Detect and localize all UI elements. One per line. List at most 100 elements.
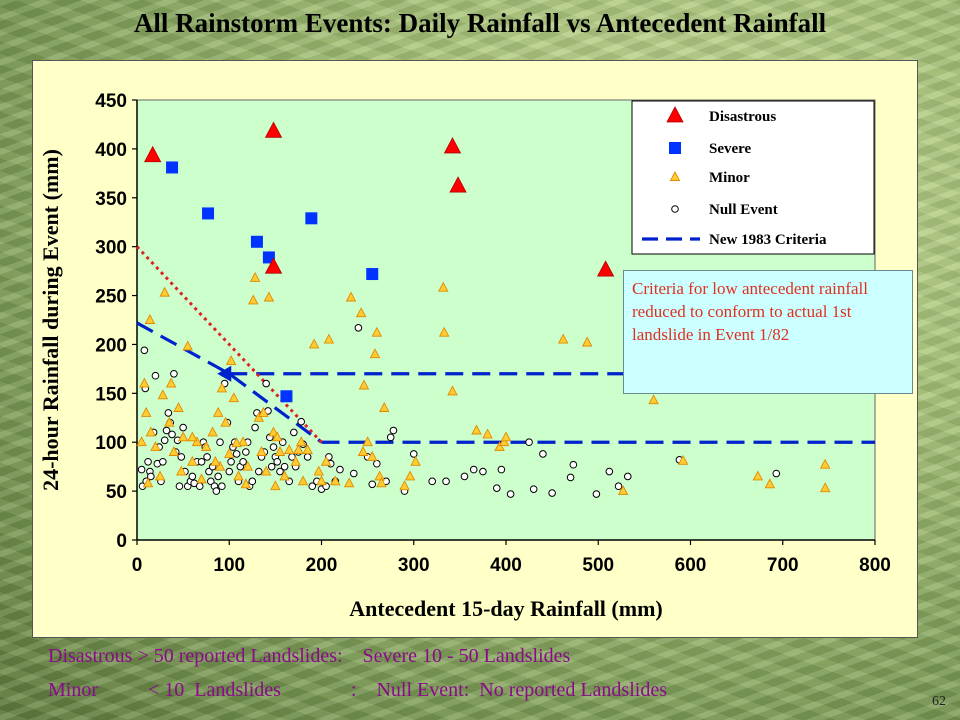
minor-marker (399, 480, 410, 491)
y-tick-label: 0 (116, 531, 127, 552)
x-tick-label: 800 (859, 555, 891, 576)
minor-marker (366, 450, 378, 461)
minor-marker (297, 475, 309, 486)
null-event-marker (605, 467, 614, 476)
null-event-marker (492, 484, 501, 492)
minor-marker (268, 426, 279, 437)
minor-marker (150, 441, 161, 452)
minor-marker (498, 436, 510, 447)
minor-marker (145, 426, 157, 437)
minor-marker (210, 455, 221, 466)
severe-marker (366, 268, 379, 281)
minor-marker (258, 406, 269, 417)
minor-marker (228, 392, 240, 403)
x-tick-label: 100 (213, 555, 245, 576)
minor-marker (224, 447, 235, 458)
minor-marker (764, 478, 776, 489)
minor-marker (819, 482, 831, 493)
minor-marker (187, 455, 198, 466)
null-event-marker (442, 477, 450, 486)
y-tick-label: 200 (95, 335, 127, 356)
minor-marker (263, 291, 275, 302)
minor-marker (233, 470, 244, 481)
null-event-marker (297, 417, 306, 426)
null-event-marker (409, 450, 418, 458)
x-axis-title: Antecedent 15-day Rainfall (mm) (349, 596, 662, 621)
minor-marker (154, 470, 166, 481)
y-tick-label: 350 (95, 189, 127, 210)
minor-marker (330, 475, 341, 486)
x-tick-label: 500 (582, 555, 614, 576)
null-event-marker (197, 457, 206, 466)
minor-marker (242, 460, 253, 471)
legend: Disastrous Severe Minor Null Event New 1983 … (631, 100, 875, 255)
null-event-marker (218, 482, 226, 491)
dotted-line (135, 245, 323, 444)
minor-marker (752, 470, 764, 481)
y-tick-label: 400 (95, 140, 127, 161)
minor-marker (177, 431, 189, 442)
y-tick-label: 300 (95, 238, 127, 259)
null-event-marker (160, 436, 169, 445)
null-event-marker (140, 346, 149, 355)
null-event-marker (188, 472, 197, 481)
null-event-marker (144, 457, 152, 466)
minor-marker (617, 485, 629, 496)
null-event-marker (671, 205, 679, 213)
x-tick-label: 0 (132, 555, 143, 576)
minor-marker (249, 271, 261, 282)
null-event-marker (232, 450, 241, 458)
null-event-marker (179, 423, 187, 432)
null-event-marker (227, 457, 235, 466)
y-tick-label: 250 (95, 287, 127, 308)
null-event-marker (506, 490, 515, 498)
minor-marker (404, 470, 416, 481)
null-event-marker (368, 480, 377, 489)
minor-marker (279, 470, 290, 481)
minor-marker (176, 465, 187, 476)
minor-marker (494, 441, 505, 452)
null-event-marker (267, 462, 276, 471)
null-event-marker (214, 472, 222, 481)
legend-label: New 1983 Criteria (709, 232, 827, 248)
minor-marker (165, 377, 177, 388)
minor-marker (308, 338, 320, 349)
minor-marker (447, 385, 458, 396)
minor-marker (376, 477, 387, 488)
severe-marker (202, 207, 215, 220)
legend-label: Severe (709, 141, 752, 157)
minor-marker (410, 455, 421, 466)
minor-marker (500, 431, 512, 442)
x-tick-label: 200 (306, 555, 338, 576)
y-tick-label: 100 (95, 433, 127, 454)
minor-marker (253, 411, 265, 422)
x-tick-label: 300 (398, 555, 430, 576)
minor-marker (173, 402, 184, 412)
null-event-marker (269, 443, 278, 451)
minor-marker (225, 355, 237, 366)
null-event-marker (242, 448, 250, 456)
minor-marker (200, 441, 212, 452)
x-tick-label: 700 (767, 555, 799, 576)
minor-marker (168, 446, 180, 456)
null-event-marker (137, 465, 146, 474)
minor-marker (271, 431, 283, 442)
minor-marker (220, 416, 231, 427)
minor-marker (136, 436, 147, 447)
minor-marker (302, 444, 313, 454)
null-event-marker (303, 453, 312, 461)
null-event-marker (254, 467, 263, 476)
null-event-marker (248, 477, 257, 486)
severe-marker (166, 161, 179, 174)
minor-marker (295, 436, 307, 447)
minor-marker (313, 465, 324, 476)
null-event-marker (389, 426, 398, 435)
null-event-marker (175, 482, 184, 491)
y-axis-title: 24-hour Rainfall during Event (mm) (38, 149, 63, 491)
null-event-marker (290, 428, 298, 437)
null-event-marker (566, 473, 575, 482)
minor-marker (355, 307, 367, 318)
null-event-marker (623, 472, 632, 481)
minor-marker (240, 478, 252, 489)
minor-marker (196, 473, 207, 484)
